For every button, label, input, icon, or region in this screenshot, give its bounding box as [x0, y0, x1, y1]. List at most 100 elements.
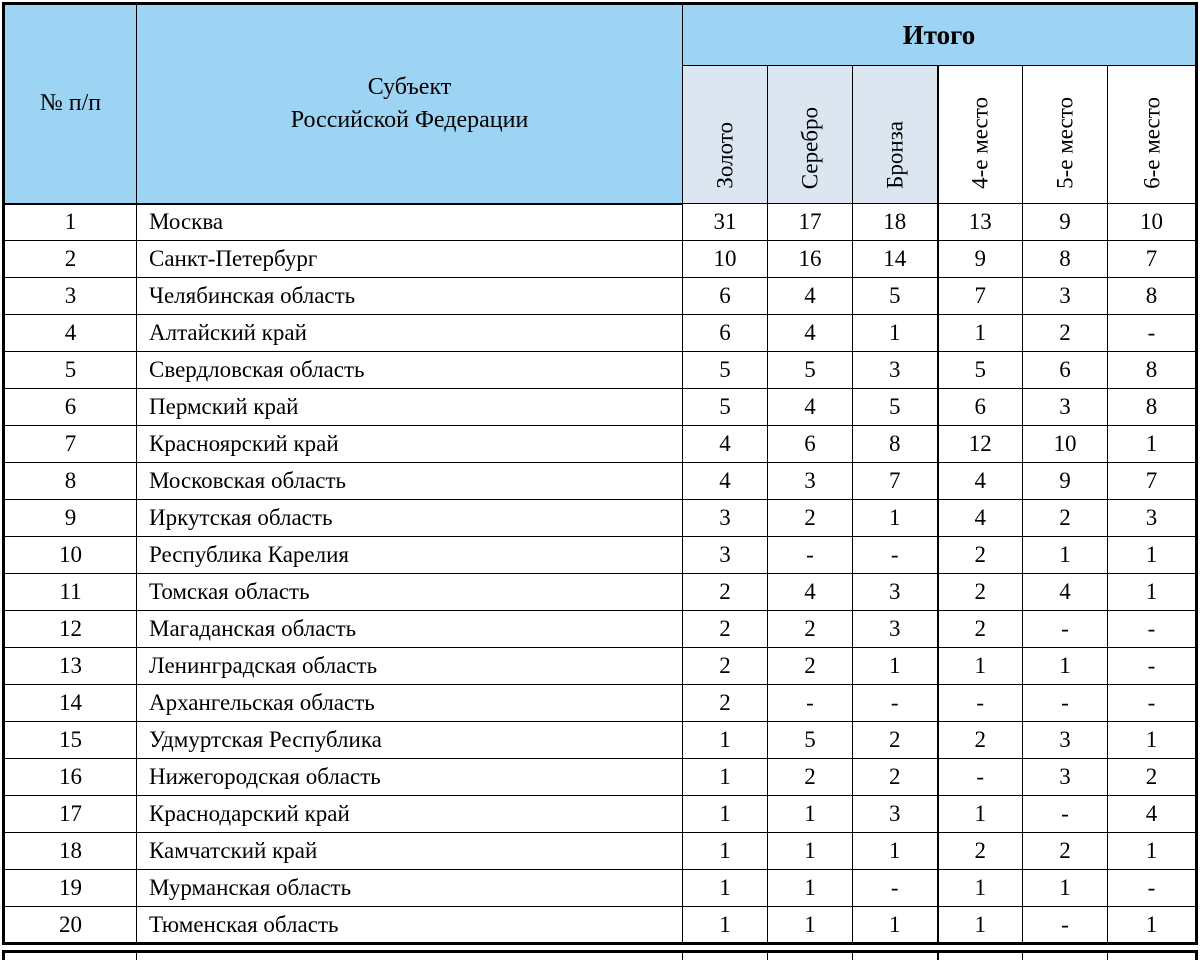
row-number-cell: 5	[3, 351, 137, 389]
value-cell-silver: 6	[767, 425, 853, 463]
value-cell-place4: 5	[937, 351, 1023, 389]
value-cell-gold: 3	[682, 536, 768, 574]
value-cell-silver: 2	[767, 610, 853, 648]
value-cell-gold: 1	[682, 721, 768, 759]
value-cell-bronze: 1	[852, 832, 939, 870]
value-cell-place4: 2	[937, 536, 1023, 574]
table-row: 7 Красноярский край 4 6 8 12 10 1	[3, 425, 1197, 463]
row-number-cell: 18	[3, 832, 137, 870]
row-number-cell: 11	[3, 573, 137, 611]
row-number-cell: 7	[3, 425, 137, 463]
value-cell-place6: 1	[1107, 536, 1197, 574]
value-cell-place6: -	[1107, 610, 1197, 648]
value-cell-place5: 1	[1022, 869, 1108, 907]
header-row-number: № п/п	[3, 3, 137, 205]
region-cell: Тюменская область	[136, 906, 683, 944]
subheader-silver-label: Серебро	[797, 106, 823, 189]
value-cell-bronze: 1	[852, 499, 939, 537]
value-cell-gold: 2	[682, 647, 768, 685]
value-cell-place4: 4	[937, 462, 1023, 500]
value-cell-gold: 2	[682, 684, 768, 722]
value-cell-place5: 2	[1022, 832, 1108, 870]
row-number-cell: 12	[3, 610, 137, 648]
value-cell-place4: 12	[937, 425, 1023, 463]
clipped-cell	[136, 951, 683, 960]
header-region-line2: Российской Федерации	[290, 106, 529, 133]
region-cell: Республика Карелия	[136, 536, 683, 574]
subheader-bronze: Бронза	[852, 65, 939, 204]
value-cell-silver: -	[767, 536, 853, 574]
value-cell-place4: 7	[937, 277, 1023, 315]
table-body: 1 Москва 31 17 18 13 9 10 2 Санкт-Петербург 10 16 14…	[3, 203, 1197, 944]
region-cell: Архангельская область	[136, 684, 683, 722]
region-cell: Свердловская область	[136, 351, 683, 389]
value-cell-place6: 7	[1107, 240, 1197, 278]
value-cell-silver: 1	[767, 795, 853, 833]
value-cell-place4: 2	[937, 610, 1023, 648]
table-row: 18 Камчатский край 1 1 1 2 2 1	[3, 832, 1197, 870]
value-cell-place5: 2	[1022, 314, 1108, 352]
value-cell-place5: 1	[1022, 536, 1108, 574]
value-cell-place4: 4	[937, 499, 1023, 537]
table-row: 3 Челябинская область 6 4 5 7 3 8	[3, 277, 1197, 315]
table-row: 19 Мурманская область 1 1-1 1-	[3, 869, 1197, 907]
value-cell-gold: 31	[682, 203, 768, 241]
value-cell-gold: 1	[682, 795, 768, 833]
value-cell-place5: 9	[1022, 203, 1108, 241]
clipped-cell	[1022, 951, 1108, 960]
value-cell-place5: -	[1022, 684, 1108, 722]
value-cell-place4: -	[937, 684, 1023, 722]
clipped-cell	[3, 951, 137, 960]
region-cell: Красноярский край	[136, 425, 683, 463]
region-cell: Краснодарский край	[136, 795, 683, 833]
value-cell-silver: 2	[767, 647, 853, 685]
value-cell-bronze: 3	[852, 795, 939, 833]
value-cell-place6: 7	[1107, 462, 1197, 500]
value-cell-place4: 1	[937, 647, 1023, 685]
subheader-place4: 4-е место	[937, 65, 1023, 204]
table-row: 10 Республика Карелия 3- -2 1 1	[3, 536, 1197, 574]
value-cell-bronze: 1	[852, 314, 939, 352]
row-number-cell: 2	[3, 240, 137, 278]
region-cell: Мурманская область	[136, 869, 683, 907]
table-row: 2 Санкт-Петербург 10 16 14 9 8 7	[3, 240, 1197, 278]
row-number-cell: 9	[3, 499, 137, 537]
value-cell-gold: 10	[682, 240, 768, 278]
value-cell-gold: 6	[682, 277, 768, 315]
value-cell-place5: 3	[1022, 277, 1108, 315]
value-cell-bronze: 2	[852, 721, 939, 759]
row-number-cell: 17	[3, 795, 137, 833]
value-cell-place6: 1	[1107, 425, 1197, 463]
next-table-fragment	[2, 950, 1198, 960]
row-number-cell: 6	[3, 388, 137, 426]
value-cell-place6: 1	[1107, 573, 1197, 611]
value-cell-place5: 10	[1022, 425, 1108, 463]
value-cell-place4: 2	[937, 573, 1023, 611]
value-cell-place4: 1	[937, 869, 1023, 907]
subheader-place4-label: 4-е место	[967, 97, 993, 189]
row-number-cell: 15	[3, 721, 137, 759]
value-cell-place5: -	[1022, 795, 1108, 833]
value-cell-gold: 1	[682, 869, 768, 907]
value-cell-place5: 2	[1022, 499, 1108, 537]
table-row: 9 Иркутская область 3 2 1 4 2 3	[3, 499, 1197, 537]
region-cell: Удмуртская Республика	[136, 721, 683, 759]
region-cell: Камчатский край	[136, 832, 683, 870]
value-cell-gold: 1	[682, 832, 768, 870]
value-cell-gold: 5	[682, 388, 768, 426]
table-row: 1 Москва 31 17 18 13 9 10	[3, 203, 1197, 241]
value-cell-place5: 3	[1022, 388, 1108, 426]
table-row: 11 Томская область 2 4 3 2 4 1	[3, 573, 1197, 611]
table-row: 14 Архангельская область 2- - - - -	[3, 684, 1197, 722]
value-cell-place4: 2	[937, 721, 1023, 759]
subheader-gold-label: Золото	[712, 122, 738, 189]
value-cell-gold: 4	[682, 462, 768, 500]
region-cell: Ленинградская область	[136, 647, 683, 685]
value-cell-place5: 3	[1022, 758, 1108, 796]
table-row: 15 Удмуртская Республика 1 5 2 2 3 1	[3, 721, 1197, 759]
value-cell-bronze: 5	[852, 388, 939, 426]
clipped-cell	[767, 951, 853, 960]
value-cell-place6: -	[1107, 647, 1197, 685]
table-row: 5 Свердловская область 5 5 3 5 6 8	[3, 351, 1197, 389]
table-row: 17 Краснодарский край 1 1 3 1-4	[3, 795, 1197, 833]
